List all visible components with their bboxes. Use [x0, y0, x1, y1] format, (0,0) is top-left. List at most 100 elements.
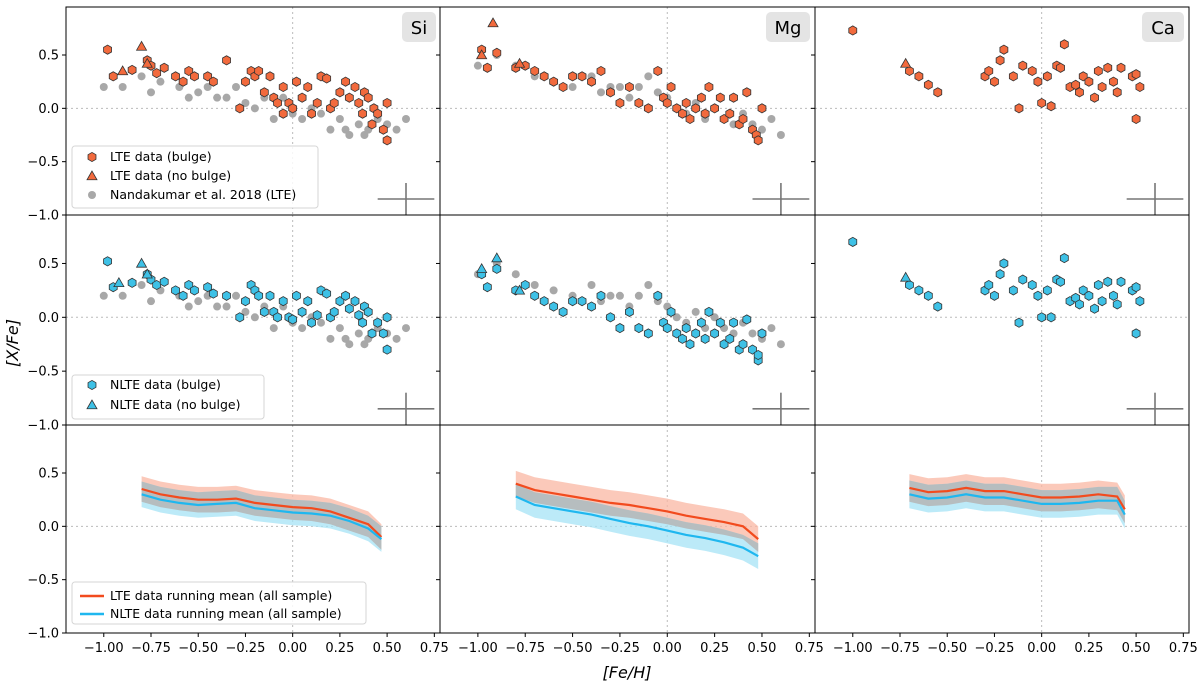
nlte-bulge-point	[341, 290, 350, 301]
legend-nlte: NLTE data (bulge) NLTE data (no bulge)	[71, 374, 265, 420]
ref-point	[156, 77, 165, 86]
nlte-bulge-point	[753, 349, 763, 361]
badge-mg: Mg	[766, 12, 810, 42]
lte-bulge-point	[288, 103, 298, 114]
nlte-bulge-point	[208, 288, 218, 299]
ref-point	[298, 324, 307, 333]
lte-bulge-point	[273, 97, 282, 109]
scatter-lte-mg	[473, 17, 785, 146]
legend-mean: LTE data running mean (all sample) NLTE …	[71, 581, 367, 625]
nlte-bulge-point	[152, 279, 162, 291]
lte-bulge-point	[715, 92, 725, 103]
ref-point	[644, 72, 653, 81]
nlte-bulge-point	[367, 328, 377, 339]
y-axis-title: [X/Fe]	[3, 319, 22, 367]
nlte-bulge-point	[378, 328, 388, 339]
legend-ref-label: Nandakumar et al. 2018 (LTE)	[110, 187, 296, 202]
nlte-bulge-point	[303, 296, 313, 307]
nlte-bulge-point	[344, 303, 354, 314]
legend-lte-bulge-marker	[87, 151, 97, 163]
lte-bulge-point	[653, 65, 663, 77]
lte-bulge-point	[704, 81, 714, 93]
x-tick-label: −1.00	[84, 641, 124, 656]
x-tick-label: −0.50	[927, 641, 967, 656]
nlte-bulge-point	[678, 333, 687, 344]
y-tick-label: 0.5	[38, 257, 59, 272]
lte-bulge-point	[312, 97, 322, 109]
panel-bg	[440, 215, 815, 425]
ref-point	[241, 307, 250, 316]
scatter-nlte-si	[99, 256, 410, 355]
nlte-bulge-point	[1112, 299, 1122, 310]
lte-bulge-point	[1056, 62, 1065, 73]
lte-bulge-point	[1078, 71, 1088, 82]
lte-bulge-point	[738, 113, 748, 125]
ref-point	[596, 88, 605, 97]
ref-point	[232, 291, 240, 300]
x-tick-label: 0.25	[1074, 641, 1103, 656]
y-tick-label: 0.0	[38, 520, 59, 535]
ref-point	[317, 109, 325, 118]
x-tick-label: 0.50	[747, 641, 776, 656]
nlte-bulge-point	[1116, 276, 1126, 287]
x-tick-label: −0.75	[880, 641, 920, 656]
ref-point	[241, 99, 250, 107]
nlte-bulge-point	[184, 279, 194, 291]
nlte-bulge-point	[696, 317, 706, 328]
lte-bulge-point	[1037, 97, 1047, 109]
nlte-bulge-point	[354, 310, 364, 321]
lte-bulge-point	[373, 108, 383, 119]
nlte-bulge-point	[373, 317, 383, 328]
lte-mean-line	[141, 487, 383, 538]
lte-bulge-point	[382, 97, 392, 109]
ref-point	[213, 93, 222, 102]
lte-bulge-point	[350, 81, 360, 93]
nlte-bulge-point	[103, 256, 112, 267]
ref-point	[147, 297, 155, 306]
lte-bulge-point	[1103, 62, 1113, 73]
lte-bulge-point	[103, 44, 112, 55]
nlte-bulge-point	[933, 301, 943, 312]
x-tick-label: 0.50	[373, 641, 402, 656]
lte-bulge-point	[108, 71, 118, 82]
nlte-bulge-point	[171, 285, 180, 296]
ref-point	[710, 313, 719, 322]
mean-si	[141, 476, 383, 552]
x-tick-label: 0.75	[795, 641, 824, 656]
legend-nlte-nobulge-marker	[86, 399, 98, 410]
lte-bulge-point	[322, 73, 332, 84]
lte-bulge-point	[662, 97, 672, 109]
ref-point	[402, 324, 410, 333]
lte-bulge-point	[691, 103, 701, 114]
nlte-bulge-point	[1056, 276, 1065, 287]
lte-bulge-point	[558, 81, 568, 93]
lte-bulge-point	[678, 108, 687, 119]
ref-point	[354, 329, 363, 338]
x-tick-label: 0.00	[1027, 641, 1056, 656]
lte-bulge-point	[625, 81, 634, 93]
lte-bulge-point	[1084, 76, 1094, 87]
nlte-bulge-point	[1014, 317, 1024, 328]
lte-bulge-point	[363, 92, 373, 103]
lte-bulge-point	[335, 87, 345, 98]
nlte-bulge-point	[1075, 299, 1084, 310]
lte-bulge-point	[710, 103, 719, 114]
ref-point	[317, 318, 325, 327]
y-tick-label: 0.5	[38, 49, 59, 64]
lte-bulge-point	[292, 76, 301, 87]
lte-bulge-point	[729, 92, 738, 103]
nlte-bulge-point	[606, 312, 615, 323]
panel-r2-c0: −1.00 −0.75 −0.50 −0.25 0.00 0.25 0.50 0.75 −1.0…	[27, 425, 449, 656]
lte-bulge-point	[127, 64, 137, 75]
lte-bulge-point	[1027, 65, 1037, 77]
x-tick-label: 0.75	[420, 641, 449, 656]
panel-r1-c1	[436, 215, 815, 429]
lte-bulge-point	[990, 76, 999, 87]
nlte-bulge-point	[382, 312, 392, 323]
y-tick-label: 0.0	[38, 311, 59, 326]
lte-bulge-point	[1116, 62, 1126, 73]
nlte-bulge-point	[700, 333, 710, 344]
lte-bulge-point	[577, 71, 587, 82]
error-bar	[752, 183, 810, 215]
nlte-bulge-point	[363, 306, 373, 317]
